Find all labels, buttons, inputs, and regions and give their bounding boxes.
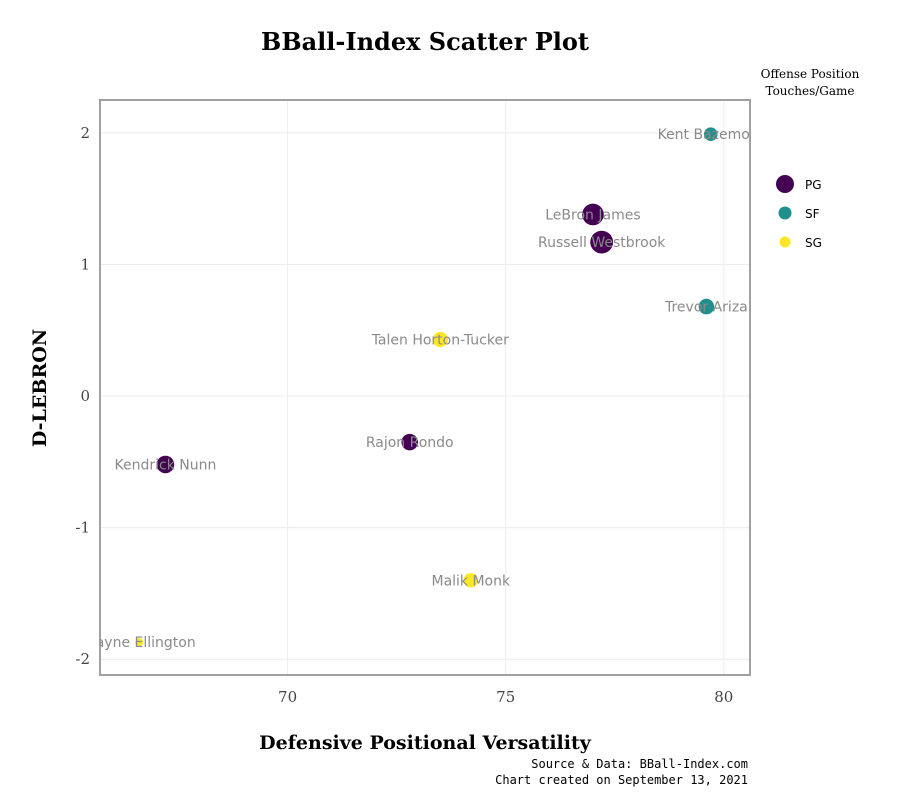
legend-label-sg: SG xyxy=(805,236,822,250)
point-label: Kendrick Nunn xyxy=(115,457,217,473)
scatter-point xyxy=(582,203,604,226)
x-tick-label: 70 xyxy=(278,688,297,706)
scatter-point xyxy=(703,127,718,141)
point-label: Talen Horton-Tucker xyxy=(371,332,509,348)
point-label: Wayne Ellington xyxy=(83,635,196,651)
scatter-point xyxy=(698,298,715,315)
plot-frame xyxy=(99,99,751,676)
point-label: Malik Monk xyxy=(431,573,511,589)
caption-date: Chart created on September 13, 2021 xyxy=(495,773,748,787)
y-tick-label: 0 xyxy=(80,387,90,405)
point-label: Kent Bazemore xyxy=(658,127,764,143)
grid-lines xyxy=(100,100,750,675)
data-points xyxy=(135,127,718,647)
scatter-point xyxy=(401,433,419,451)
y-tick-label: 1 xyxy=(80,255,90,273)
point-label: Trevor Ariza xyxy=(664,300,748,316)
legend-label-pg: PG xyxy=(805,178,822,192)
x-axis-title: Defensive Positional Versatility xyxy=(259,732,592,754)
legend-label-sf: SF xyxy=(805,207,820,221)
point-label: LeBron James xyxy=(545,207,640,223)
scatter-point xyxy=(156,455,175,474)
legend-marker-sf xyxy=(778,206,792,220)
y-tick-label: -1 xyxy=(75,519,90,537)
y-axis-title: D-LEBRON xyxy=(29,329,51,447)
scatter-point xyxy=(590,230,614,254)
x-tick-label: 75 xyxy=(496,688,515,706)
axis-ticks: 70 75 80 2 1 0 -1 -2 xyxy=(75,124,733,706)
legend: Offense Position Touches/Game PG SF SG xyxy=(761,67,860,250)
legend-title-line1: Offense Position xyxy=(761,67,860,81)
x-tick-label: 80 xyxy=(714,688,733,706)
scatter-point xyxy=(432,331,448,348)
y-tick-label: 2 xyxy=(80,124,90,142)
scatter-point xyxy=(463,573,479,588)
legend-title-line2: Touches/Game xyxy=(766,84,855,98)
caption-source: Source & Data: BBall-Index.com xyxy=(531,757,748,771)
legend-marker-pg xyxy=(776,175,794,193)
point-label: Rajon Rondo xyxy=(366,435,454,451)
y-tick-label: -2 xyxy=(75,650,90,668)
chart-title: BBall-Index Scatter Plot xyxy=(261,27,589,56)
legend-marker-sg xyxy=(779,236,791,248)
scatter-point xyxy=(135,638,144,647)
point-labels: Kent Bazemore LeBron James Russell Westbro… xyxy=(83,127,764,651)
point-label: Russell Westbrook xyxy=(538,235,666,251)
